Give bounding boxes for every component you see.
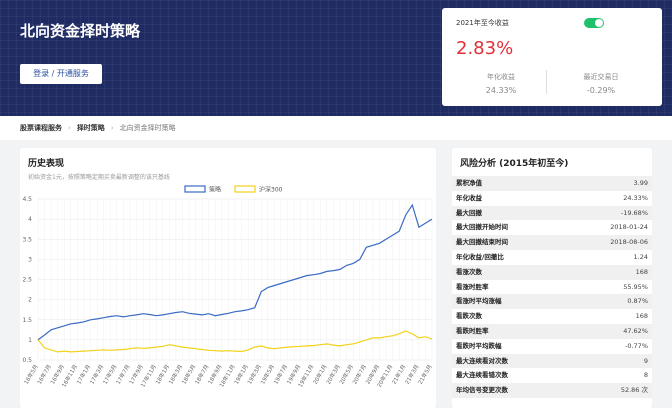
stat: 最近交易日 -0.29% — [556, 72, 646, 95]
row-label: 累积净值 — [456, 179, 482, 187]
y-tick-label: 0.5 — [22, 357, 32, 364]
table-row: 年化收益 24.33% — [452, 190, 652, 207]
table-row: 最大连续看对次数 9 — [452, 353, 652, 370]
row-value: 24.33% — [623, 193, 648, 202]
row-value: -19.68% — [620, 208, 648, 217]
row-value: 168 — [635, 267, 648, 276]
table-row: 年化收益/回撤比 1.24 — [452, 250, 652, 266]
row-value: 55.95% — [623, 282, 648, 291]
crumb[interactable]: 股票课程服务 — [20, 124, 62, 132]
risk-panel: 风险分析 (2015年初至今) 累积净值 3.99 年化收益 24.33% 最大回撤 -1… — [452, 148, 652, 408]
row-label: 最大回撤开始时间 — [456, 223, 508, 232]
row-label: 看跌时胜率 — [456, 327, 489, 335]
y-tick-label: 3.5 — [22, 236, 32, 243]
login-button[interactable]: 登录 / 开通服务 — [20, 64, 102, 84]
row-value: 2018-08-06 — [610, 238, 648, 247]
row-label: 年均信号变更次数 — [456, 386, 508, 395]
table-row: 累积净值 3.99 — [452, 176, 652, 192]
y-tick-label: 1.5 — [22, 317, 32, 324]
chart: 0.511.522.533.544.516年5月16年7月16年9月16年11月… — [22, 185, 434, 389]
card-value: 2.83% — [456, 38, 514, 59]
row-label: 最大连续看错次数 — [456, 371, 508, 380]
series-line — [37, 330, 433, 353]
chart-panel: 历史表现 初始资金1元，按照策略定期买卖最新调整的该只基线 0.5 1 1.5 2 2.… — [20, 148, 436, 408]
table-row: 看涨时胜率 55.95% — [452, 279, 652, 296]
separator — [546, 70, 547, 94]
y-tick-label: 2.5 — [22, 277, 32, 284]
row-label: 看涨时胜率 — [456, 282, 489, 291]
legend-label: 沪深300 — [259, 186, 283, 194]
row-value: 168 — [635, 312, 648, 321]
risk-title: 风险分析 (2015年初至今) — [460, 159, 569, 169]
legend-label: 策略 — [209, 186, 221, 194]
y-tick-label: 2 — [28, 297, 32, 304]
crumb: 北向资金择时策略 — [119, 124, 176, 132]
table-row: 最大回撤 -19.68% — [452, 205, 652, 222]
row-label: 最大回撤 — [456, 208, 482, 217]
table-row: 看跌次数 168 — [452, 309, 652, 325]
y-tick-label: 1 — [28, 337, 32, 344]
page-title: 北向资金择时策略 — [20, 22, 141, 40]
legend-swatch — [234, 185, 256, 193]
row-label: 看涨次数 — [456, 267, 482, 276]
row-value: 3.99 — [633, 179, 648, 187]
stat: 年化收益 24.33% — [456, 72, 546, 95]
breadcrumb: 股票课程服务 › 择时策略 › 北向资金择时策略 — [0, 116, 672, 140]
row-value: -0.77% — [625, 341, 648, 350]
row-value: 47.62% — [623, 327, 648, 335]
crumb[interactable]: 择时策略 — [76, 124, 105, 132]
row-label: 看跌时平均跌幅 — [456, 341, 502, 350]
stat-label: 最近交易日 — [583, 73, 619, 81]
table-row: 年均信号变更次数 52.86 次 — [452, 383, 652, 399]
table-row: 最大回撤结束时间 2018-08-06 — [452, 235, 652, 251]
table-row: 最大连续看错次数 8 — [452, 368, 652, 385]
row-label: 看跌次数 — [456, 312, 482, 321]
row-label: 年化收益 — [456, 193, 482, 202]
card-label: 2021年至今收益 — [456, 19, 509, 27]
chart-subtitle: 初始资金1元，按照策略定期买卖最新调整的该只基线 — [28, 174, 170, 181]
row-label: 年化收益/回撤比 — [456, 253, 504, 261]
stat-label: 年化收益 — [487, 73, 515, 81]
table-row: 看涨次数 168 — [452, 264, 652, 281]
stat-value: 24.33% — [485, 86, 517, 95]
row-value: 0.87% — [627, 297, 648, 306]
stat-value: -0.29% — [586, 86, 616, 95]
row-label: 最大回撤结束时间 — [456, 238, 508, 247]
table-row: 看跌时平均跌幅 -0.77% — [452, 338, 652, 355]
table-row: 看跌时胜率 47.62% — [452, 324, 652, 340]
row-value: 9 — [643, 356, 648, 365]
row-value: 1.24 — [633, 253, 648, 261]
row-label: 看涨时平均涨幅 — [456, 297, 502, 306]
row-value: 52.86 次 — [620, 386, 648, 395]
y-tick-label: 4.5 — [22, 196, 32, 203]
legend-swatch — [184, 185, 206, 193]
chart-title: 历史表现 — [28, 159, 65, 169]
y-tick-label: 4 — [28, 216, 32, 223]
row-label: 最大连续看对次数 — [456, 356, 508, 365]
row-value: 8 — [643, 371, 648, 380]
table-row: 最大回撤开始时间 2018-01-24 — [452, 220, 652, 237]
toggle[interactable] — [584, 18, 604, 28]
y-tick-label: 3 — [28, 256, 32, 263]
table-row: 看涨时平均涨幅 0.87% — [452, 294, 652, 311]
return-card: 2021年至今收益 2.83% 年化收益 24.33% 最近交易日 -0.29% — [442, 8, 662, 106]
series-line — [37, 203, 433, 341]
row-value: 2018-01-24 — [610, 223, 648, 232]
